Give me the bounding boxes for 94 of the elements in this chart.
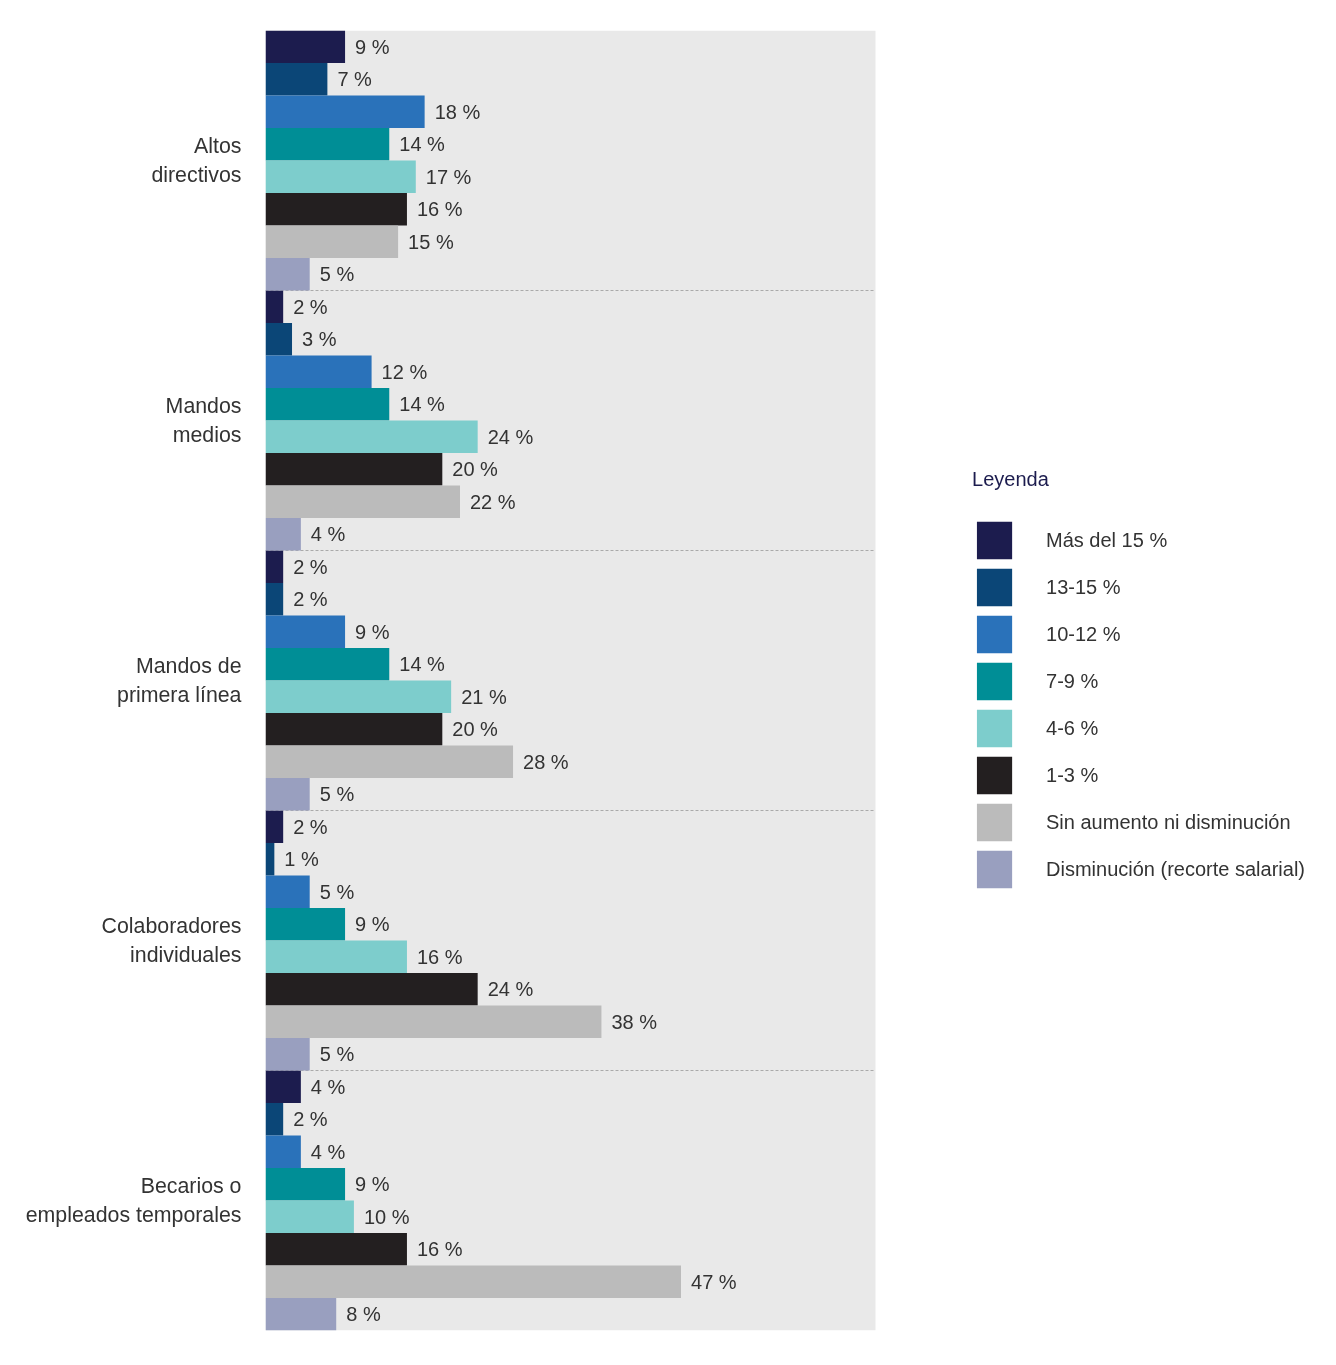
- bar: [265, 193, 407, 226]
- bar: [265, 518, 301, 551]
- data-label: 14 %: [399, 393, 446, 416]
- bar: [265, 615, 346, 648]
- data-label: 15 %: [408, 230, 454, 253]
- bar: [265, 453, 443, 486]
- data-label: 12 %: [381, 360, 428, 383]
- data-label: 28 %: [523, 750, 569, 773]
- bar: [265, 63, 328, 96]
- data-label: 16 %: [416, 1238, 463, 1261]
- data-label: 4 %: [310, 1075, 346, 1098]
- data-label: 47 %: [691, 1270, 737, 1293]
- bar: [265, 1168, 346, 1201]
- data-label: 18 %: [434, 100, 481, 123]
- data-label: 20 %: [452, 458, 499, 481]
- data-label: 9 %: [355, 35, 390, 58]
- y-tick-label: Becarios o empleados temporales: [25, 1174, 242, 1227]
- data-label: 17 %: [425, 165, 472, 188]
- bar: [265, 258, 310, 291]
- bar: [265, 810, 284, 843]
- legend-label: Disminución (recorte salarial): [1046, 856, 1305, 882]
- bar: [265, 1135, 301, 1168]
- bar: [265, 583, 284, 616]
- bar: [265, 1103, 284, 1136]
- data-label: 5 %: [319, 783, 355, 806]
- y-tick-label: Colaboradores individuales: [101, 914, 242, 967]
- data-label: 1 %: [284, 848, 320, 871]
- data-label: 9 %: [355, 620, 390, 643]
- legend-label: 1-3 %: [1046, 762, 1099, 788]
- bar: [265, 1200, 354, 1233]
- data-label: 2 %: [293, 1108, 328, 1131]
- legend-label: 13-15 %: [1046, 574, 1121, 600]
- bar: [265, 355, 372, 388]
- bar: [265, 745, 514, 778]
- bar: [265, 323, 293, 356]
- data-label: 14 %: [399, 653, 446, 676]
- data-label: 24 %: [487, 978, 534, 1001]
- y-tick-label: Altos directivos: [151, 134, 242, 187]
- data-label: 2 %: [293, 815, 328, 838]
- bar: [265, 290, 284, 323]
- bar: [265, 680, 452, 713]
- bar: [265, 420, 478, 453]
- data-label: 2 %: [293, 555, 328, 578]
- bar: [265, 128, 390, 161]
- bar: [265, 388, 390, 421]
- data-label: 5 %: [319, 263, 355, 286]
- legend-label: 7-9 %: [1046, 668, 1099, 694]
- data-label: 7 %: [337, 68, 373, 91]
- data-label: 9 %: [355, 913, 390, 936]
- legend-label: Más del 15 %: [1046, 527, 1168, 553]
- data-label: 8 %: [346, 1303, 381, 1326]
- bar: [265, 1298, 337, 1331]
- bar: [265, 1265, 682, 1298]
- bar: [265, 550, 284, 583]
- data-label: 5 %: [319, 1043, 355, 1066]
- data-label: 2 %: [293, 588, 328, 611]
- bar: [265, 875, 310, 908]
- bar: [265, 778, 310, 811]
- bar: [265, 225, 399, 258]
- bar: [265, 973, 478, 1006]
- data-label: 22 %: [469, 490, 516, 513]
- legend-label: Sin aumento ni disminución: [1046, 809, 1291, 835]
- bar: [265, 713, 443, 746]
- legend-label: 10-12 %: [1046, 621, 1121, 647]
- data-label: 24 %: [487, 425, 534, 448]
- data-label: 5 %: [319, 880, 355, 903]
- bar: [265, 843, 275, 876]
- bar: [265, 1070, 301, 1103]
- data-label: 14 %: [399, 133, 446, 156]
- bar: [265, 485, 460, 518]
- data-label: 16 %: [416, 198, 463, 221]
- bar: [265, 1038, 310, 1071]
- bar: [265, 940, 407, 973]
- y-tick-label: Mandos medios: [165, 394, 242, 447]
- data-label: 20 %: [452, 718, 499, 741]
- legend-label: 4-6 %: [1046, 715, 1099, 741]
- data-label: 9 %: [355, 1173, 390, 1196]
- bar: [265, 908, 346, 941]
- data-label: 4 %: [310, 523, 346, 546]
- data-label: 21 %: [461, 685, 507, 708]
- data-label: 38 %: [611, 1010, 658, 1033]
- bar: [265, 1005, 602, 1038]
- data-label: 3 %: [302, 328, 337, 351]
- data-label: 2 %: [293, 295, 328, 318]
- bar: [265, 648, 390, 681]
- bar: [265, 95, 425, 128]
- bar: [265, 30, 346, 63]
- bar: [265, 1233, 407, 1266]
- data-label: 4 %: [310, 1140, 346, 1163]
- y-tick-label: Mandos de primera línea: [117, 654, 242, 707]
- bar: [265, 160, 416, 193]
- data-label: 10 %: [363, 1205, 410, 1228]
- legend-title: Leyenda: [972, 467, 1050, 491]
- data-label: 16 %: [416, 945, 463, 968]
